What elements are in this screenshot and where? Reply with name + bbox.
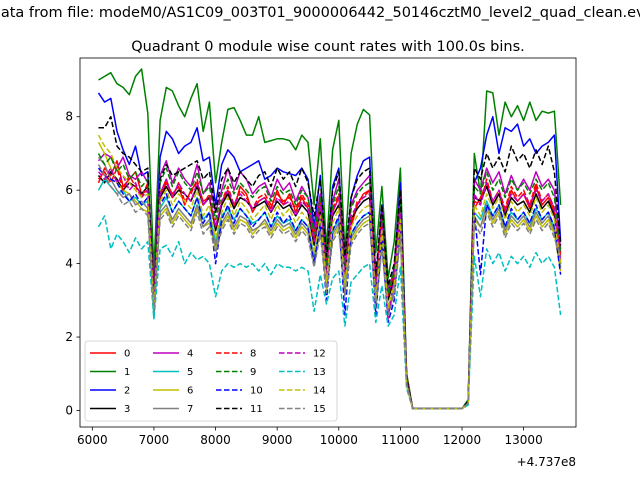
legend-label-5: 5 (187, 367, 193, 378)
x-tick-label: 11000 (381, 433, 419, 447)
chart-suptitle: Data from file: modeM0/AS1C09_003T01_900… (0, 5, 640, 21)
legend-label-4: 4 (187, 349, 193, 360)
x-tick-label: 7000 (139, 433, 170, 447)
legend-label-7: 7 (187, 404, 193, 415)
legend-label-0: 0 (124, 349, 130, 360)
x-tick-label: 6000 (77, 433, 108, 447)
legend-box (84, 340, 338, 422)
x-offset-label: +4.737e8 (517, 455, 576, 469)
x-tick-label: 9000 (262, 433, 293, 447)
x-tick-label: 13000 (505, 433, 543, 447)
y-tick-label: 8 (65, 110, 73, 124)
x-tick-label: 10000 (320, 433, 358, 447)
legend-label-3: 3 (124, 404, 130, 415)
series-line-11 (98, 115, 562, 410)
series-line-15 (97, 164, 562, 410)
legend-label-13: 13 (313, 367, 326, 378)
chart-title: Quadrant 0 module wise count rates with … (131, 39, 525, 55)
plot-area: 6000 7000 8000 9000 10000 11000 12000 13000 0 2 4 6… (65, 57, 577, 447)
legend-label-15: 15 (313, 404, 326, 415)
legend-label-11: 11 (250, 404, 263, 415)
x-tick-label: 8000 (200, 433, 231, 447)
legend-label-12: 12 (313, 349, 326, 360)
legend-label-8: 8 (250, 349, 256, 360)
y-tick-label: 2 (65, 330, 73, 344)
legend-label-9: 9 (250, 367, 256, 378)
legend-label-10: 10 (250, 386, 263, 397)
axes-frame (79, 57, 577, 428)
series-line-1 (98, 68, 562, 410)
series-line-14 (97, 134, 562, 410)
y-tick-label: 0 (65, 403, 73, 417)
legend-label-2: 2 (124, 386, 130, 397)
legend-label-6: 6 (187, 386, 193, 397)
y-tick-label: 4 (65, 257, 73, 271)
y-tick-label: 6 (65, 183, 73, 197)
legend-label-14: 14 (313, 386, 326, 397)
series-line-13 (97, 215, 562, 410)
series-line-9 (97, 153, 562, 410)
x-tick-label: 12000 (443, 433, 481, 447)
legend-label-1: 1 (124, 367, 130, 378)
series-line-10 (97, 167, 562, 410)
series-line-12 (97, 167, 562, 410)
